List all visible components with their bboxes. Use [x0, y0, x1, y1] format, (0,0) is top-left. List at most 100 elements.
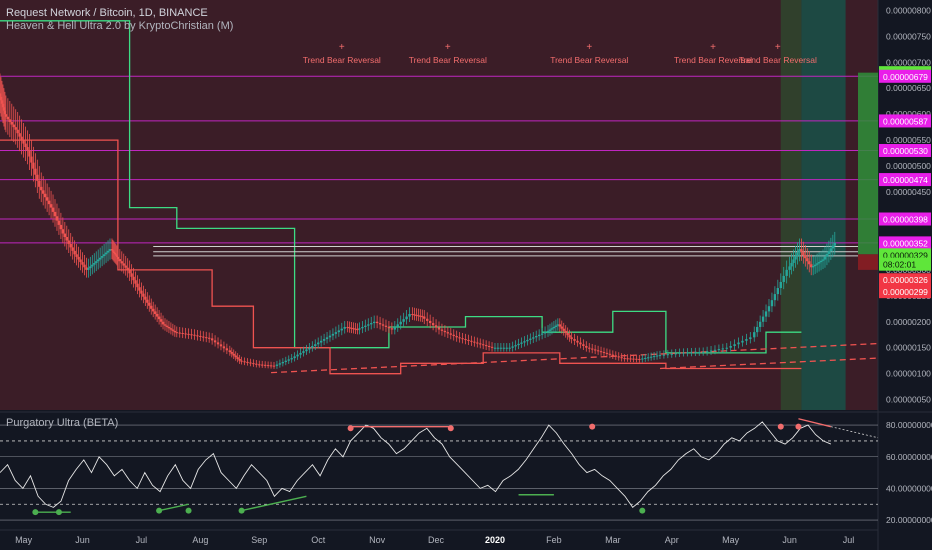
candle-body — [3, 110, 7, 115]
candle-body — [761, 316, 765, 322]
candle-body — [635, 358, 638, 360]
candle-body — [437, 327, 441, 330]
candle-body — [10, 121, 13, 125]
candle-body — [328, 335, 332, 338]
oscillator-pane-background — [0, 414, 878, 528]
price-level-tag-label: 0.00000329 — [883, 250, 928, 260]
candle-body — [709, 350, 713, 352]
x-tick-label: Jun — [782, 535, 797, 545]
candle-body — [55, 216, 59, 221]
candle-body — [118, 259, 122, 262]
candle-body — [334, 332, 338, 334]
price-level-tag-label: 0.00000474 — [883, 175, 928, 185]
y-tick-label: 0.00000100 — [886, 369, 931, 379]
candle-body — [8, 119, 12, 122]
x-tick-label: Jul — [843, 535, 855, 545]
candle-body — [293, 356, 296, 359]
candle-body — [116, 256, 120, 260]
candle-body — [788, 266, 791, 270]
candle-body — [794, 256, 797, 260]
annotation-label: Trend Bear Reversal — [674, 55, 752, 65]
price-level-tag — [879, 257, 931, 271]
candle-body — [0, 100, 4, 104]
candle-body — [343, 326, 346, 329]
candle-body — [674, 353, 677, 355]
x-tick-label: Oct — [311, 535, 326, 545]
candle-body — [505, 347, 508, 349]
annotation-label: Trend Bear Reversal — [550, 55, 628, 65]
candle-body — [178, 332, 181, 334]
candle-body — [532, 337, 535, 339]
candle-body — [348, 327, 351, 329]
oscillator-y-tick: 80.00000000 — [886, 420, 932, 430]
candle-body — [296, 354, 299, 357]
y-tick-label: 0.00000650 — [886, 83, 931, 93]
candle-body — [810, 264, 813, 268]
annotation-marker: + — [710, 42, 716, 53]
chart-title: Request Network / Bitcoin, 1D, BINANCE — [6, 7, 208, 19]
candle-body — [2, 107, 6, 111]
candle-body — [100, 256, 104, 258]
candle-body — [157, 316, 161, 320]
candle-body — [596, 350, 600, 352]
candle-body — [30, 156, 33, 163]
candle-body — [690, 352, 693, 354]
annotation-marker: + — [445, 42, 451, 53]
candle-body — [284, 360, 287, 362]
candle-body — [71, 247, 74, 251]
candle-body — [42, 190, 45, 194]
price-level-tag — [879, 212, 931, 226]
divergence-projection — [830, 426, 879, 439]
candle-body — [228, 350, 232, 353]
bearish-signal-dot — [589, 423, 596, 430]
candle-body — [823, 256, 827, 260]
candle-body — [0, 96, 3, 101]
candle-body — [550, 328, 554, 330]
candle-body — [263, 364, 267, 366]
candle-body — [443, 330, 447, 333]
candle-body — [588, 347, 591, 349]
y-tick-label: 0.00000800 — [886, 5, 931, 15]
candle-body — [493, 347, 497, 349]
candle-body — [753, 332, 756, 338]
candle-body — [43, 193, 47, 198]
candle-body — [266, 365, 270, 367]
candle-body — [402, 319, 405, 322]
y-tick-label: 0.00000150 — [886, 343, 931, 353]
candle-body — [552, 326, 556, 329]
y-tick-label: 0.00000550 — [886, 135, 931, 145]
x-tick-label: Jun — [75, 535, 90, 545]
candle-body — [175, 332, 178, 334]
indicator-label[interactable]: Heaven & Hell Ultra 2.0 by KryptoChristi… — [6, 20, 234, 32]
candle-body — [733, 344, 736, 346]
candle-body — [802, 252, 805, 256]
candle-body — [582, 344, 585, 346]
candle-body — [417, 315, 420, 317]
candle-body — [222, 346, 226, 349]
candle-body — [792, 259, 795, 263]
candle-body — [579, 342, 582, 345]
x-tick-label: May — [722, 535, 740, 545]
candle-body — [399, 321, 402, 325]
candle-body — [570, 337, 573, 340]
candle-body — [576, 340, 579, 343]
candle-body — [776, 288, 780, 295]
candle-body — [756, 326, 759, 333]
oscillator-title[interactable]: Purgatory Ultra (BETA) — [6, 417, 119, 429]
price-level-tag — [879, 236, 931, 250]
candle-body — [202, 336, 205, 338]
candle-body — [546, 330, 550, 333]
candle-body — [490, 346, 494, 348]
support-trendline — [271, 342, 879, 374]
oscillator-y-tick: 40.00000000 — [886, 483, 932, 493]
price-level-tag-label: 0.00000326 — [883, 275, 928, 285]
candle-body — [59, 224, 63, 230]
candle-body — [568, 335, 571, 338]
candle-body — [65, 237, 68, 241]
candle-body — [114, 254, 118, 256]
candle-body — [95, 261, 98, 263]
candle-body — [815, 263, 819, 265]
candle-body — [372, 321, 376, 324]
